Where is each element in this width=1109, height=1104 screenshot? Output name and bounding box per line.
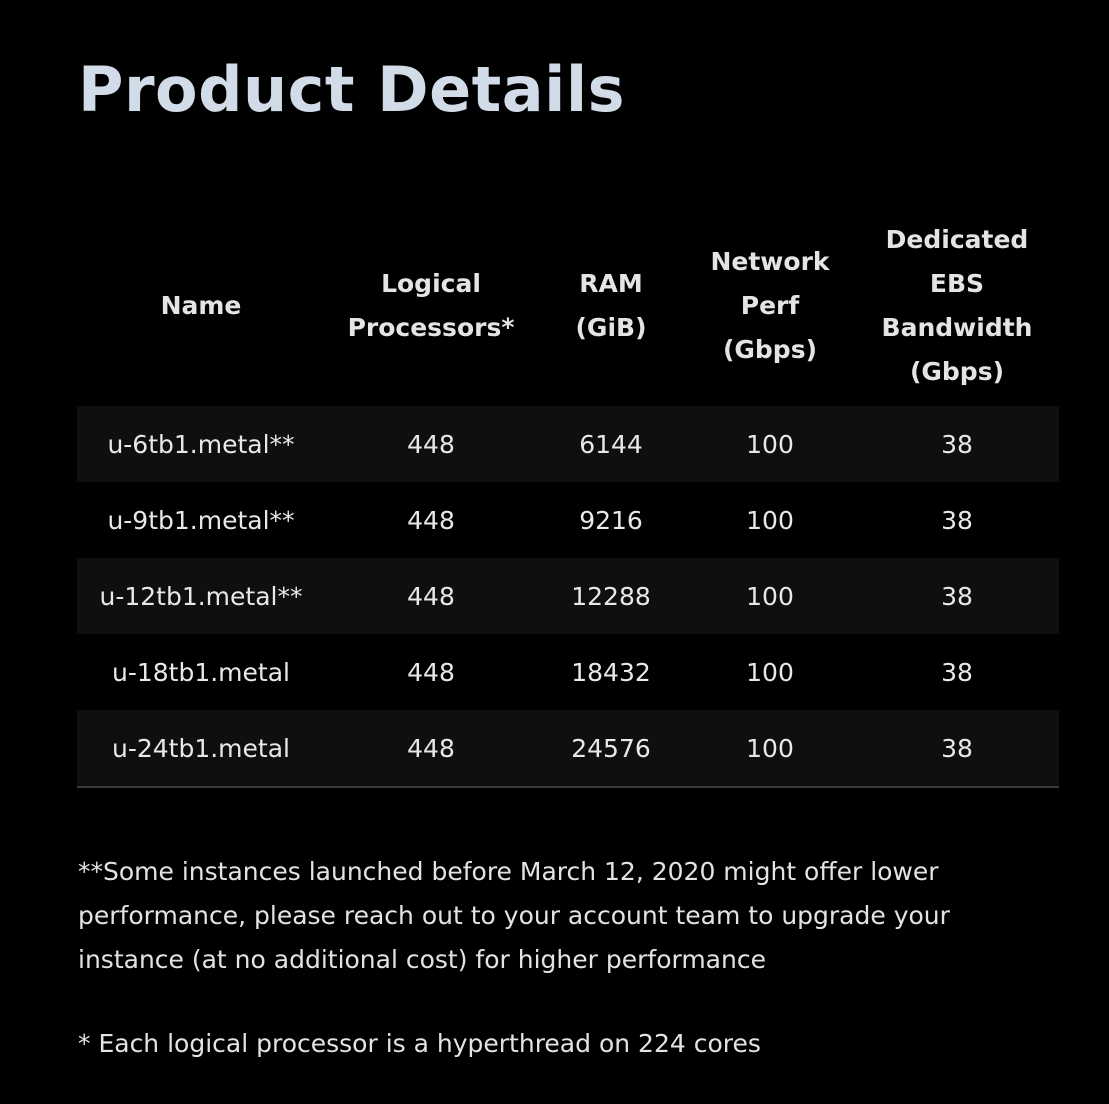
cell-ram: 9216 [579, 505, 643, 535]
column-header-name: Name [77, 206, 325, 406]
cell-network-perf: 100 [746, 429, 794, 459]
header-ebs-line-2: EBS [929, 269, 985, 298]
cell-logical-processors: 448 [407, 733, 455, 763]
column-header-network-perf: Network Perf (Gbps) [685, 206, 855, 406]
table-body: u-6tb1.metal** 448 6144 100 38 u-9tb1.me… [77, 406, 1059, 787]
cell-name: u-24tb1.metal [111, 733, 290, 763]
cell-logical-processors: 448 [407, 429, 455, 459]
header-ram-line-1: RAM [579, 269, 643, 298]
header-ebs-line-4: (Gbps) [909, 357, 1005, 386]
product-details-table-container: Name Logical Processors* RAM (GiB) Netwo… [77, 206, 1059, 788]
product-details-table: Name Logical Processors* RAM (GiB) Netwo… [77, 206, 1059, 788]
table-header-row: Name Logical Processors* RAM (GiB) Netwo… [77, 206, 1059, 406]
header-ebs-line-3: Bandwidth [881, 313, 1033, 342]
cell-logical-processors: 448 [407, 581, 455, 611]
cell-ram: 12288 [571, 581, 651, 611]
table-row: u-9tb1.metal** 448 9216 100 38 [77, 482, 1059, 558]
column-header-ram: RAM (GiB) [537, 206, 685, 406]
cell-logical-processors: 448 [407, 657, 455, 687]
header-net-line-2: Perf [740, 291, 800, 320]
cell-ram: 18432 [571, 657, 651, 687]
cell-network-perf: 100 [746, 505, 794, 535]
header-ram-line-2: (GiB) [575, 313, 647, 342]
table-header: Name Logical Processors* RAM (GiB) Netwo… [77, 206, 1059, 406]
cell-ram: 24576 [571, 733, 651, 763]
header-net-line-1: Network [710, 247, 830, 276]
column-header-logical-processors: Logical Processors* [325, 206, 537, 406]
cell-ebs-bandwidth: 38 [941, 581, 973, 611]
cell-name: u-12tb1.metal** [99, 581, 303, 611]
header-net-line-3: (Gbps) [722, 335, 818, 364]
table-row: u-24tb1.metal 448 24576 100 38 [77, 710, 1059, 787]
cell-logical-processors: 448 [407, 505, 455, 535]
header-ebs-line-1: Dedicated [885, 225, 1029, 254]
cell-ebs-bandwidth: 38 [941, 733, 973, 763]
header-proc-line-1: Logical [381, 269, 481, 298]
cell-network-perf: 100 [746, 657, 794, 687]
footnote-performance: **Some instances launched before March 1… [78, 857, 950, 974]
cell-ram: 6144 [579, 429, 643, 459]
page-title: Product Details [78, 53, 626, 126]
cell-ebs-bandwidth: 38 [941, 657, 973, 687]
cell-name: u-18tb1.metal [111, 657, 290, 687]
cell-ebs-bandwidth: 38 [941, 429, 973, 459]
table-row: u-6tb1.metal** 448 6144 100 38 [77, 406, 1059, 482]
footnote-hyperthread: * Each logical processor is a hyperthrea… [78, 1029, 761, 1058]
header-proc-line-2: Processors* [347, 313, 515, 342]
table-row: u-12tb1.metal** 448 12288 100 38 [77, 558, 1059, 634]
cell-ebs-bandwidth: 38 [941, 505, 973, 535]
cell-name: u-6tb1.metal** [107, 429, 295, 459]
cell-network-perf: 100 [746, 581, 794, 611]
column-header-ebs-bandwidth: Dedicated EBS Bandwidth (Gbps) [855, 206, 1059, 406]
table-row: u-18tb1.metal 448 18432 100 38 [77, 634, 1059, 710]
cell-name: u-9tb1.metal** [107, 505, 295, 535]
header-name-line: Name [160, 291, 242, 320]
cell-network-perf: 100 [746, 733, 794, 763]
